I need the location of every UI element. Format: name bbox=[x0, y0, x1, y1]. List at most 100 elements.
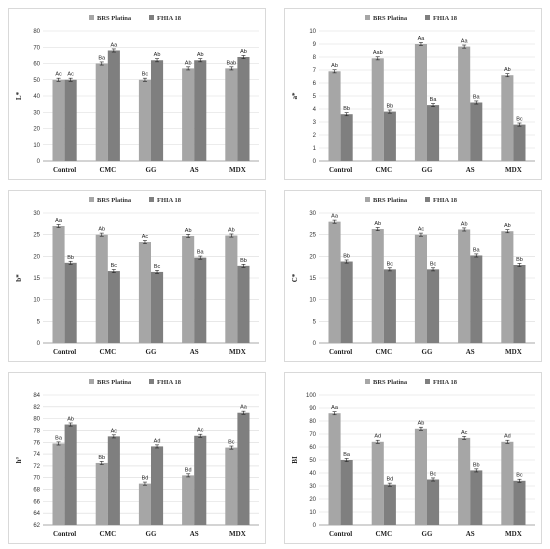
bar bbox=[427, 479, 440, 525]
legend-label: BRS Platina bbox=[373, 15, 408, 22]
y-axis-label: a* bbox=[291, 92, 299, 100]
legend-label: BRS Platina bbox=[373, 379, 408, 386]
x-tick-label: CMC bbox=[99, 530, 116, 538]
data-label: Aa bbox=[110, 42, 118, 48]
data-label: Bb bbox=[516, 257, 523, 263]
data-label: Bb bbox=[386, 104, 393, 110]
y-tick-label: 10 bbox=[33, 143, 40, 149]
data-label: Ac bbox=[461, 430, 468, 436]
y-tick-label: 90 bbox=[309, 406, 316, 412]
data-label: Aa bbox=[461, 39, 469, 45]
bar bbox=[371, 58, 384, 161]
data-label: Ac bbox=[55, 72, 62, 78]
bar bbox=[513, 265, 526, 343]
data-label: Ab bbox=[504, 67, 511, 73]
bar bbox=[340, 261, 353, 343]
data-label: Bb bbox=[67, 255, 74, 261]
bar bbox=[107, 271, 120, 343]
bar bbox=[414, 428, 427, 525]
data-label: Bb bbox=[240, 258, 247, 264]
y-tick-label: 0 bbox=[313, 159, 317, 165]
bar bbox=[64, 424, 77, 525]
y-tick-label: 82 bbox=[33, 405, 40, 411]
data-label: Bc bbox=[516, 117, 523, 123]
data-label: Ab bbox=[240, 49, 247, 55]
y-tick-label: 0 bbox=[37, 341, 41, 347]
y-tick-label: 9 bbox=[313, 42, 317, 48]
bar bbox=[194, 435, 207, 525]
bar bbox=[340, 114, 353, 161]
data-label: Ad bbox=[374, 434, 381, 440]
x-tick-label: AS bbox=[190, 530, 199, 538]
bar bbox=[107, 50, 120, 161]
y-tick-label: 64 bbox=[33, 511, 40, 517]
bar bbox=[371, 441, 384, 525]
x-tick-label: GG bbox=[146, 348, 157, 356]
y-tick-label: 50 bbox=[309, 458, 316, 464]
bar bbox=[414, 234, 427, 343]
legend-swatch bbox=[89, 15, 94, 20]
y-tick-label: 10 bbox=[309, 298, 316, 304]
y-axis-label: h° bbox=[15, 456, 23, 463]
x-tick-label: GG bbox=[146, 166, 157, 174]
bar bbox=[458, 229, 471, 343]
x-tick-label: GG bbox=[422, 530, 433, 538]
y-tick-label: 40 bbox=[309, 471, 316, 477]
data-label: Bc bbox=[387, 261, 394, 267]
bar bbox=[328, 71, 341, 161]
y-tick-label: 30 bbox=[33, 110, 40, 116]
bar bbox=[470, 255, 483, 343]
y-tick-label: 5 bbox=[313, 319, 317, 325]
x-tick-label: CMC bbox=[375, 530, 392, 538]
x-tick-label: CMC bbox=[99, 166, 116, 174]
x-tick-label: Control bbox=[329, 530, 352, 538]
y-tick-label: 2 bbox=[313, 133, 317, 139]
data-label: Ac bbox=[111, 428, 118, 434]
data-label: Aab bbox=[373, 50, 383, 56]
y-tick-label: 84 bbox=[33, 393, 40, 399]
bar bbox=[383, 269, 396, 343]
y-tick-label: 70 bbox=[33, 45, 40, 51]
legend-swatch bbox=[425, 379, 430, 384]
x-tick-label: CMC bbox=[375, 166, 392, 174]
y-tick-label: 25 bbox=[309, 233, 316, 239]
data-label: Ad bbox=[504, 434, 511, 440]
data-label: Ab bbox=[185, 60, 192, 66]
y-tick-label: 20 bbox=[33, 254, 40, 260]
legend-swatch bbox=[425, 15, 430, 20]
bar bbox=[95, 234, 108, 343]
data-label: Aa bbox=[418, 36, 426, 42]
legend-label: FHIA 18 bbox=[157, 379, 182, 386]
y-tick-label: 62 bbox=[33, 523, 40, 529]
legend-swatch bbox=[89, 197, 94, 202]
data-label: Aa bbox=[331, 405, 339, 411]
bar bbox=[138, 242, 151, 343]
data-label: Ab bbox=[504, 223, 511, 229]
y-tick-label: 74 bbox=[33, 452, 40, 458]
bar bbox=[225, 447, 238, 525]
legend-label: FHIA 18 bbox=[433, 379, 458, 386]
y-tick-label: 20 bbox=[33, 127, 40, 133]
bar bbox=[414, 44, 427, 161]
x-tick-label: MDX bbox=[505, 166, 522, 174]
y-tick-label: 0 bbox=[313, 523, 317, 529]
bar bbox=[52, 79, 65, 161]
y-tick-label: 15 bbox=[309, 276, 316, 282]
legend-swatch bbox=[89, 379, 94, 384]
x-tick-label: Control bbox=[329, 166, 352, 174]
bar bbox=[225, 235, 238, 343]
y-tick-label: 0 bbox=[37, 159, 41, 165]
data-label: Ad bbox=[154, 438, 161, 444]
x-tick-label: CMC bbox=[99, 348, 116, 356]
data-label: Bc bbox=[111, 263, 118, 269]
legend-label: BRS Platina bbox=[97, 197, 132, 204]
chart-svg: BRS Platina FHIA 18 0 5 10 15 20 25 30 b* Aa Bb Cont… bbox=[15, 197, 259, 356]
y-tick-label: 10 bbox=[309, 29, 316, 35]
data-label: Bd bbox=[386, 477, 393, 483]
bar bbox=[182, 235, 195, 343]
data-label: Ac bbox=[67, 72, 74, 78]
data-label: Bb bbox=[343, 106, 350, 112]
data-label: Aa bbox=[55, 218, 63, 224]
bar bbox=[427, 269, 440, 343]
bar bbox=[328, 413, 341, 525]
